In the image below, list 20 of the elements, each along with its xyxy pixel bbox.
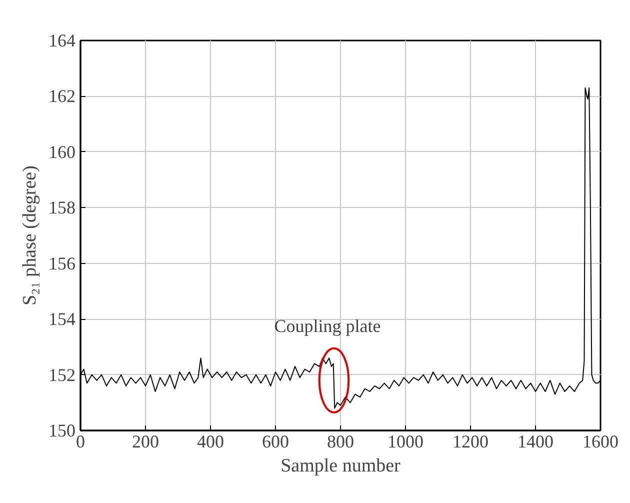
x-tick-label: 800 <box>327 432 354 452</box>
x-tick-label: 1400 <box>518 432 554 452</box>
y-tick-label: 150 <box>48 420 76 440</box>
y-tick-label: 156 <box>48 253 76 274</box>
x-tick-label: 200 <box>132 432 159 452</box>
x-tick-label: 600 <box>262 432 289 452</box>
y-tick-label: 162 <box>48 86 76 106</box>
y-tick-label: 160 <box>48 142 76 162</box>
x-tick-label: 0 <box>76 432 85 452</box>
y-axis-title: S₂₁ phase (degree) <box>20 166 40 306</box>
annotation: Coupling plate <box>274 316 381 336</box>
y-tick-label: 158 <box>48 198 76 218</box>
x-tick-label: 1600 <box>582 432 618 452</box>
y-tick-label: 154 <box>48 309 76 330</box>
y-tick-label: 152 <box>48 364 76 385</box>
y-tick-label: 164 <box>48 30 76 50</box>
x-tick-label: 1200 <box>452 432 488 452</box>
x-tick-label: 1000 <box>388 432 424 452</box>
x-tick-label: 400 <box>197 432 224 452</box>
x-axis-title: Sample number <box>280 456 402 476</box>
